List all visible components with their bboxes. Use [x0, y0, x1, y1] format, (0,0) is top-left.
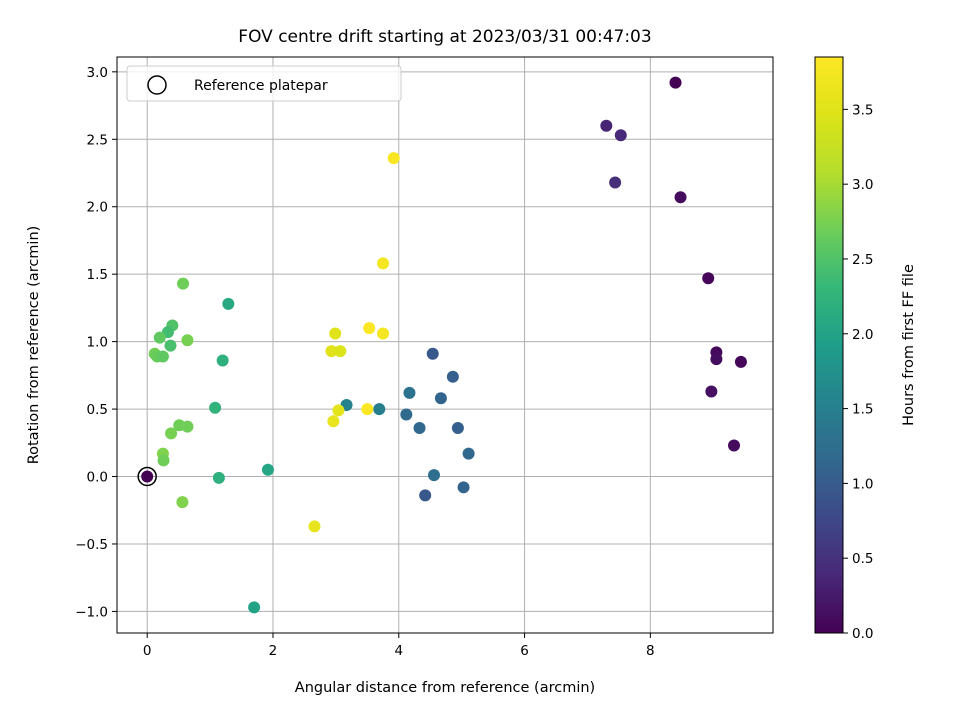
colorbar: 0.0 0.5 1.0 1.5 2.0 2.5 3.0 3.5 Hours from firs… — [814, 56, 917, 642]
data-point — [164, 339, 177, 352]
data-point — [377, 327, 390, 340]
chart-title: FOV centre drift starting at 2023/03/31 … — [238, 27, 651, 47]
y-axis-label: Rotation from reference (arcmin) — [26, 226, 42, 465]
legend-label-reference: Reference platepar — [194, 78, 328, 94]
data-point — [209, 401, 222, 414]
data-point — [403, 386, 416, 399]
data-point — [157, 454, 170, 467]
data-point — [363, 322, 376, 335]
data-points — [141, 76, 747, 614]
y-tick-label: 1.5 — [87, 267, 108, 283]
data-point — [400, 408, 413, 421]
colorbar-label: Hours from first FF file — [901, 264, 917, 426]
colorbar-tick-label: 1.5 — [852, 402, 873, 418]
y-tick-label: 0.0 — [87, 470, 108, 486]
data-point — [446, 370, 459, 383]
data-point — [332, 404, 345, 417]
data-point — [702, 272, 715, 285]
data-point — [308, 520, 321, 533]
legend-marker-reference — [147, 75, 167, 95]
data-point — [222, 297, 235, 310]
reference-marker-layer — [137, 466, 157, 487]
data-point — [212, 471, 225, 484]
y-tick-label: 2.5 — [87, 132, 108, 148]
colorbar-tick-label: 3.0 — [852, 177, 873, 193]
y-tick-label: 3.0 — [87, 65, 108, 81]
data-point — [457, 481, 470, 494]
colorbar-ticks: 0.0 0.5 1.0 1.5 2.0 2.5 3.0 3.5 — [843, 102, 873, 642]
legend-box — [126, 65, 402, 102]
colorbar-tick-label: 0.5 — [852, 551, 873, 567]
data-point — [141, 470, 154, 483]
data-point — [387, 152, 400, 165]
data-point — [674, 191, 687, 204]
data-point — [373, 403, 386, 416]
x-tick-label: 8 — [646, 643, 655, 659]
data-point — [451, 421, 464, 434]
data-point — [377, 257, 390, 270]
y-tick-label: −1.0 — [75, 604, 108, 620]
grid — [117, 57, 773, 633]
plot-area — [117, 57, 773, 633]
x-tick-label: 0 — [143, 643, 152, 659]
data-point — [327, 415, 340, 428]
data-point — [165, 427, 178, 440]
colorbar-tick-label: 1.0 — [852, 476, 873, 492]
data-point — [181, 334, 194, 347]
data-point — [153, 331, 166, 344]
y-tick-label: 1.0 — [87, 335, 108, 351]
x-tick-label: 2 — [269, 643, 278, 659]
x-tick-label: 4 — [394, 643, 403, 659]
data-point — [669, 76, 682, 89]
data-point — [728, 439, 741, 452]
colorbar-tick-label: 0.0 — [852, 626, 873, 642]
data-point — [361, 403, 374, 416]
data-point — [427, 469, 440, 482]
colorbar-gradient — [814, 56, 844, 634]
data-point — [434, 392, 447, 405]
colorbar-tick-label: 3.5 — [852, 102, 873, 118]
data-point — [609, 176, 622, 189]
legend: Reference platepar — [126, 65, 402, 102]
data-point — [248, 601, 261, 614]
reference-platepar-marker — [137, 466, 157, 487]
x-axis-label: Angular distance from reference (arcmin) — [295, 680, 595, 696]
data-point — [614, 129, 627, 142]
data-point — [334, 345, 347, 358]
data-point — [413, 421, 426, 434]
data-point — [329, 327, 342, 340]
x-axis-ticks: 0 2 4 6 8 — [143, 633, 655, 659]
data-point — [177, 277, 190, 290]
y-tick-label: 2.0 — [87, 200, 108, 216]
data-point — [176, 496, 189, 509]
data-point — [705, 385, 718, 398]
colorbar-tick-label: 2.0 — [852, 327, 873, 343]
data-point — [156, 350, 169, 363]
plot-frame — [116, 56, 774, 634]
data-point — [710, 353, 723, 366]
data-point — [216, 354, 229, 367]
data-point — [734, 355, 747, 368]
data-point — [181, 420, 194, 433]
data-point — [325, 345, 338, 358]
y-tick-label: −0.5 — [75, 537, 108, 553]
data-point — [462, 447, 475, 460]
y-axis-ticks: −1.0 −0.5 0.0 0.5 1.0 1.5 2.0 2.5 3.0 — [75, 65, 117, 620]
data-point — [600, 119, 613, 132]
x-tick-label: 6 — [520, 643, 529, 659]
y-tick-label: 0.5 — [87, 402, 108, 418]
data-point — [419, 489, 432, 502]
data-point — [426, 347, 439, 360]
colorbar-tick-label: 2.5 — [852, 252, 873, 268]
data-point — [261, 463, 274, 476]
